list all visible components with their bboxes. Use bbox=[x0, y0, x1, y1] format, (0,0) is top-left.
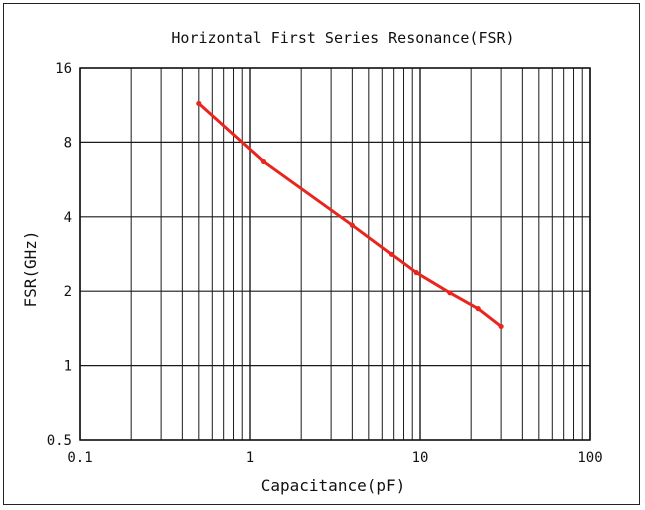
grid bbox=[79, 67, 591, 441]
y-tick-label: 2 bbox=[64, 284, 72, 300]
series bbox=[196, 100, 504, 330]
data-point bbox=[260, 158, 267, 165]
y-tick-label: 4 bbox=[64, 210, 72, 226]
data-point bbox=[349, 222, 355, 228]
chart-frame bbox=[3, 3, 640, 505]
x-tick-label: 1 bbox=[246, 450, 254, 466]
x-axis-label: Capacitance(pF) bbox=[261, 476, 406, 495]
data-point bbox=[388, 251, 395, 257]
data-point bbox=[498, 323, 504, 330]
y-tick-label: 1 bbox=[64, 359, 72, 375]
data-point bbox=[447, 290, 453, 296]
y-tick-label: 16 bbox=[55, 61, 72, 77]
series-line bbox=[197, 101, 503, 328]
y-axis-label: FSR(GHz) bbox=[21, 230, 40, 307]
chart-title: Horizontal First Series Resonance(FSR) bbox=[171, 29, 514, 47]
data-point bbox=[475, 306, 481, 312]
plot-border bbox=[79, 67, 591, 441]
y-tick-label: 8 bbox=[64, 135, 72, 151]
tick-labels: 0.1 1 10 100 0.5 1 2 4 8 16 bbox=[47, 61, 603, 466]
data-point bbox=[196, 100, 202, 107]
x-tick-label: 100 bbox=[577, 450, 602, 466]
y-tick-label: 0.5 bbox=[47, 433, 72, 449]
data-point bbox=[413, 269, 419, 276]
x-tick-label: 10 bbox=[412, 450, 429, 466]
x-tick-label: 0.1 bbox=[67, 450, 92, 466]
